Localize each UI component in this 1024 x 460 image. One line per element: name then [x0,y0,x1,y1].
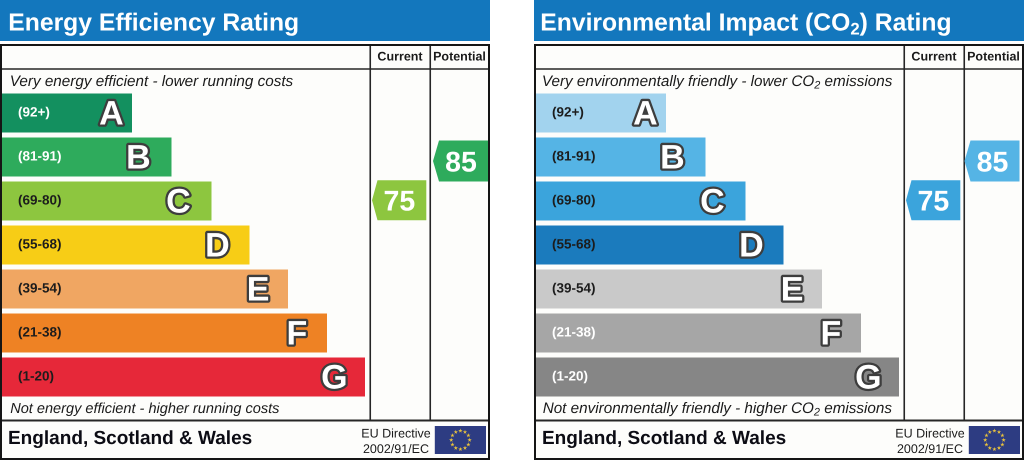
svg-text:Potential: Potential [967,50,1020,64]
svg-text:(92+): (92+) [18,104,50,119]
svg-text:(81-91): (81-91) [552,148,596,163]
svg-text:F: F [287,315,308,353]
svg-text:(21-38): (21-38) [18,324,62,339]
svg-text:(21-38): (21-38) [552,324,596,339]
svg-text:A: A [99,95,124,133]
svg-text:(69-80): (69-80) [552,192,596,207]
svg-text:F: F [821,315,842,353]
svg-text:E: E [781,271,804,309]
svg-text:Very environmentally friendly: Very environmentally friendly - lower CO… [542,73,893,92]
svg-text:A: A [633,95,658,133]
svg-text:2002/91/EC: 2002/91/EC [363,442,429,456]
svg-text:85: 85 [977,146,1009,178]
svg-text:Current: Current [377,50,423,64]
svg-text:(92+): (92+) [552,104,584,119]
svg-text:75: 75 [918,186,950,218]
svg-text:(69-80): (69-80) [18,192,62,207]
svg-text:Potential: Potential [433,50,486,64]
svg-text:Energy Efficiency Rating: Energy Efficiency Rating [8,9,299,36]
svg-text:EU Directive: EU Directive [361,426,431,440]
svg-text:EU Directive: EU Directive [895,426,965,440]
svg-text:2002/91/EC: 2002/91/EC [897,442,963,456]
svg-text:C: C [166,183,191,221]
svg-text:B: B [660,139,685,177]
svg-text:England, Scotland & Wales: England, Scotland & Wales [8,428,252,449]
svg-text:(39-54): (39-54) [552,280,596,295]
svg-text:E: E [247,271,270,309]
svg-text:(1-20): (1-20) [18,368,54,383]
svg-text:85: 85 [445,146,477,178]
svg-text:B: B [126,139,151,177]
svg-text:England, Scotland & Wales: England, Scotland & Wales [542,428,786,449]
svg-text:D: D [739,227,764,265]
svg-text:G: G [321,359,347,397]
svg-text:(1-20): (1-20) [552,368,588,383]
svg-text:Current: Current [911,50,957,64]
svg-text:Not environmentally friendly -: Not environmentally friendly - higher CO… [543,400,893,419]
svg-text:G: G [855,359,881,397]
svg-text:Environmental Impact (CO2) Rat: Environmental Impact (CO2) Rating [540,9,951,38]
svg-text:75: 75 [384,186,416,218]
svg-text:(81-91): (81-91) [18,148,62,163]
svg-text:(55-68): (55-68) [18,236,62,251]
svg-text:Very energy efficient - lower: Very energy efficient - lower running co… [10,73,294,90]
svg-text:D: D [205,227,230,265]
svg-text:C: C [700,183,725,221]
svg-text:(55-68): (55-68) [552,236,596,251]
svg-text:(39-54): (39-54) [18,280,62,295]
svg-text:Not energy efficient - higher: Not energy efficient - higher running co… [10,401,279,417]
